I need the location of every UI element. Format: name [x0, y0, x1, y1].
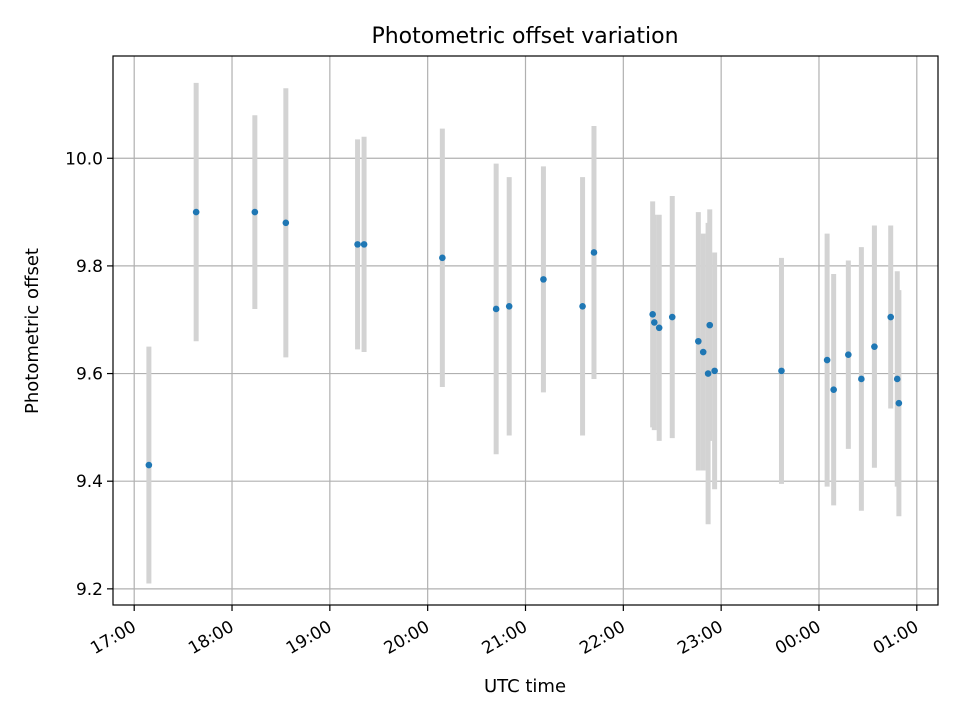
data-point [706, 321, 714, 329]
data-point [439, 254, 446, 262]
data-point [699, 348, 707, 356]
data-point [145, 461, 153, 469]
data-point [590, 249, 598, 256]
y-tick-label: 9.4 [76, 472, 103, 492]
data-point [895, 399, 903, 407]
data-point [649, 311, 656, 318]
data-point [251, 208, 259, 216]
y-tick-label: 9.8 [76, 257, 103, 277]
data-point [354, 241, 361, 248]
grid [113, 56, 938, 605]
data-point [655, 324, 663, 332]
data-point [505, 302, 513, 310]
x-axis-label: UTC time [484, 676, 566, 697]
data-point [540, 276, 547, 283]
data-point [492, 305, 500, 313]
y-axis-label: Photometric offset [22, 248, 43, 414]
data-point [845, 351, 852, 359]
data-point [651, 319, 658, 326]
data-point [858, 375, 865, 383]
data-point [830, 386, 837, 394]
data-point [282, 219, 290, 227]
data-point [579, 302, 586, 310]
data-point [192, 208, 200, 216]
data-point [823, 356, 831, 364]
y-tick-label: 10.0 [65, 149, 103, 169]
y-tick-label: 9.6 [76, 365, 103, 385]
data-point [887, 313, 895, 321]
data-point [711, 367, 718, 375]
data-point [871, 343, 878, 350]
data-point [778, 367, 785, 375]
y-tick-label: 9.2 [76, 580, 103, 600]
data-point [668, 313, 676, 321]
data-point [695, 337, 702, 345]
data-point [704, 370, 712, 377]
chart-title: Photometric offset variation [371, 24, 678, 49]
data-points [145, 208, 903, 469]
data-point [360, 241, 368, 248]
data-point [893, 375, 901, 383]
